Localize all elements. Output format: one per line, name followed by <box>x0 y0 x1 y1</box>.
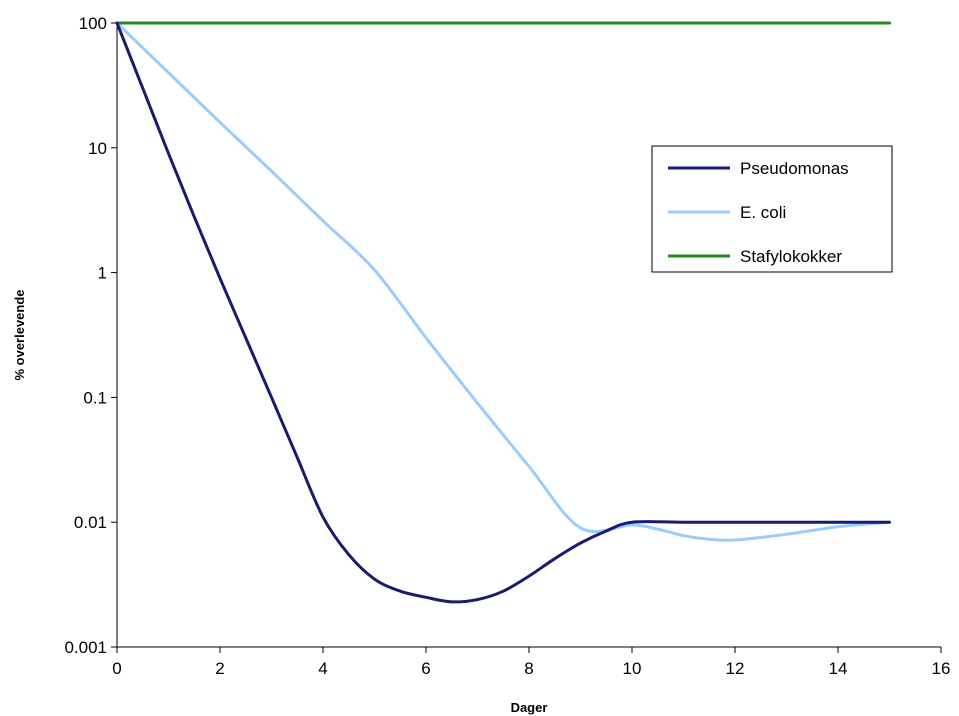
series-lines <box>115 21 891 604</box>
x-tick-label: 16 <box>932 659 951 678</box>
x-tick-label: 10 <box>623 659 642 678</box>
y-tick-label: 0.001 <box>64 638 107 657</box>
axes <box>111 22 942 653</box>
x-tick-label: 0 <box>112 659 121 678</box>
legend-label-e-coli: E. coli <box>740 203 786 222</box>
series-line-pseudomonas <box>115 21 891 604</box>
y-tick-label: 100 <box>79 14 107 33</box>
y-tick-label: 10 <box>88 139 107 158</box>
legend: Pseudomonas E. coli Stafylokokker <box>651 145 893 273</box>
x-tick-label: 4 <box>318 659 327 678</box>
x-axis-title: Dager <box>511 700 548 715</box>
y-tick-label: 0.1 <box>83 388 107 407</box>
x-tick-label: 14 <box>829 659 848 678</box>
x-tick-label: 12 <box>726 659 745 678</box>
legend-label-stafylokokker: Stafylokokker <box>740 247 842 266</box>
x-tick-label: 8 <box>524 659 533 678</box>
y-tick-label: 1 <box>98 264 107 283</box>
y-tick-label: 0.01 <box>74 513 107 532</box>
tick-labels: 0 2 4 6 8 10 12 14 16 0.001 0.01 0.1 1 10 100 <box>64 14 950 678</box>
y-axis-title: % overlevende <box>12 289 27 380</box>
series-line-e-coli <box>115 21 891 542</box>
x-tick-label: 2 <box>215 659 224 678</box>
legend-label-pseudomonas: Pseudomonas <box>740 159 849 178</box>
x-tick-label: 6 <box>421 659 430 678</box>
